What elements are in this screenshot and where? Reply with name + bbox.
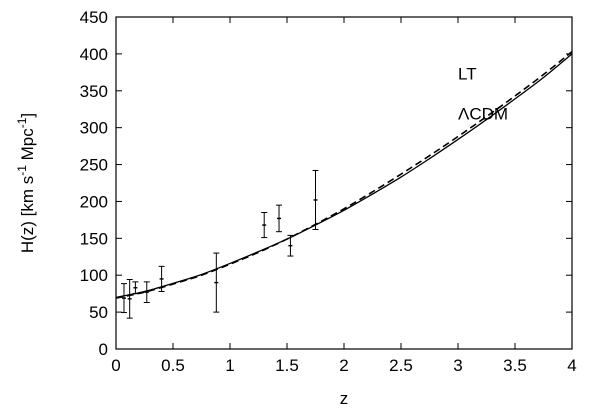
y-axis-label: H(z) [km s-1 Mpc-1] (15, 113, 37, 253)
plot-frame (115, 16, 573, 350)
y-tick-label: 400 (80, 45, 108, 64)
x-tick-label: 1 (225, 356, 234, 375)
plot-axes (115, 16, 573, 350)
y-axis-label-part: H(z) [km s (18, 176, 37, 253)
series-line-lt (115, 51, 573, 299)
tick-marks (115, 16, 573, 350)
y-tick-label: 250 (80, 156, 108, 175)
x-tick-labels: 0 0.5 1 1.5 2 2.5 3 3.5 4 (111, 356, 576, 375)
x-tick-label: 3.5 (503, 356, 527, 375)
x-tick-label: 0.5 (161, 356, 185, 375)
x-tick-label: 3 (453, 356, 462, 375)
error-bar-point (276, 204, 283, 233)
error-bar-point (287, 234, 294, 257)
y-tick-label: 0 (99, 340, 108, 359)
y-tick-labels: 0 50 100 150 200 250 300 350 400 450 (80, 8, 108, 359)
series-layer (115, 51, 573, 299)
y-tick-label: 200 (80, 192, 108, 211)
y-tick-label: 300 (80, 119, 108, 138)
x-tick-label: 0 (111, 356, 120, 375)
error-bar-point (261, 212, 268, 239)
y-tick-label: 100 (80, 266, 108, 285)
series-line-lcdm (115, 53, 573, 298)
y-axis-label-sup: -1 (15, 117, 29, 128)
series-annotation: LT (458, 65, 477, 84)
y-tick-label: 50 (89, 303, 108, 322)
annotations: LT ΛCDM (458, 65, 508, 124)
y-axis-label-part: ] (18, 113, 37, 118)
x-tick-label: 2.5 (389, 356, 413, 375)
y-tick-label: 150 (80, 229, 108, 248)
x-tick-label: 4 (567, 356, 576, 375)
series-annotation: ΛCDM (458, 105, 508, 124)
error-bar-point (312, 169, 319, 230)
y-tick-label: 450 (80, 8, 108, 27)
y-axis-label-sup: -1 (15, 165, 29, 176)
x-axis-label: z (340, 389, 349, 408)
error-bar-point (120, 283, 127, 314)
error-bar-point (126, 279, 133, 319)
error-bars (120, 169, 319, 319)
y-axis-label-part: Mpc (18, 128, 37, 165)
y-tick-label: 350 (80, 82, 108, 101)
error-bar-point (213, 252, 220, 313)
x-tick-label: 1.5 (275, 356, 299, 375)
error-bar-point (132, 281, 139, 295)
x-tick-label: 2 (339, 356, 348, 375)
error-bar-point (143, 281, 150, 304)
error-bar-point (158, 265, 165, 292)
